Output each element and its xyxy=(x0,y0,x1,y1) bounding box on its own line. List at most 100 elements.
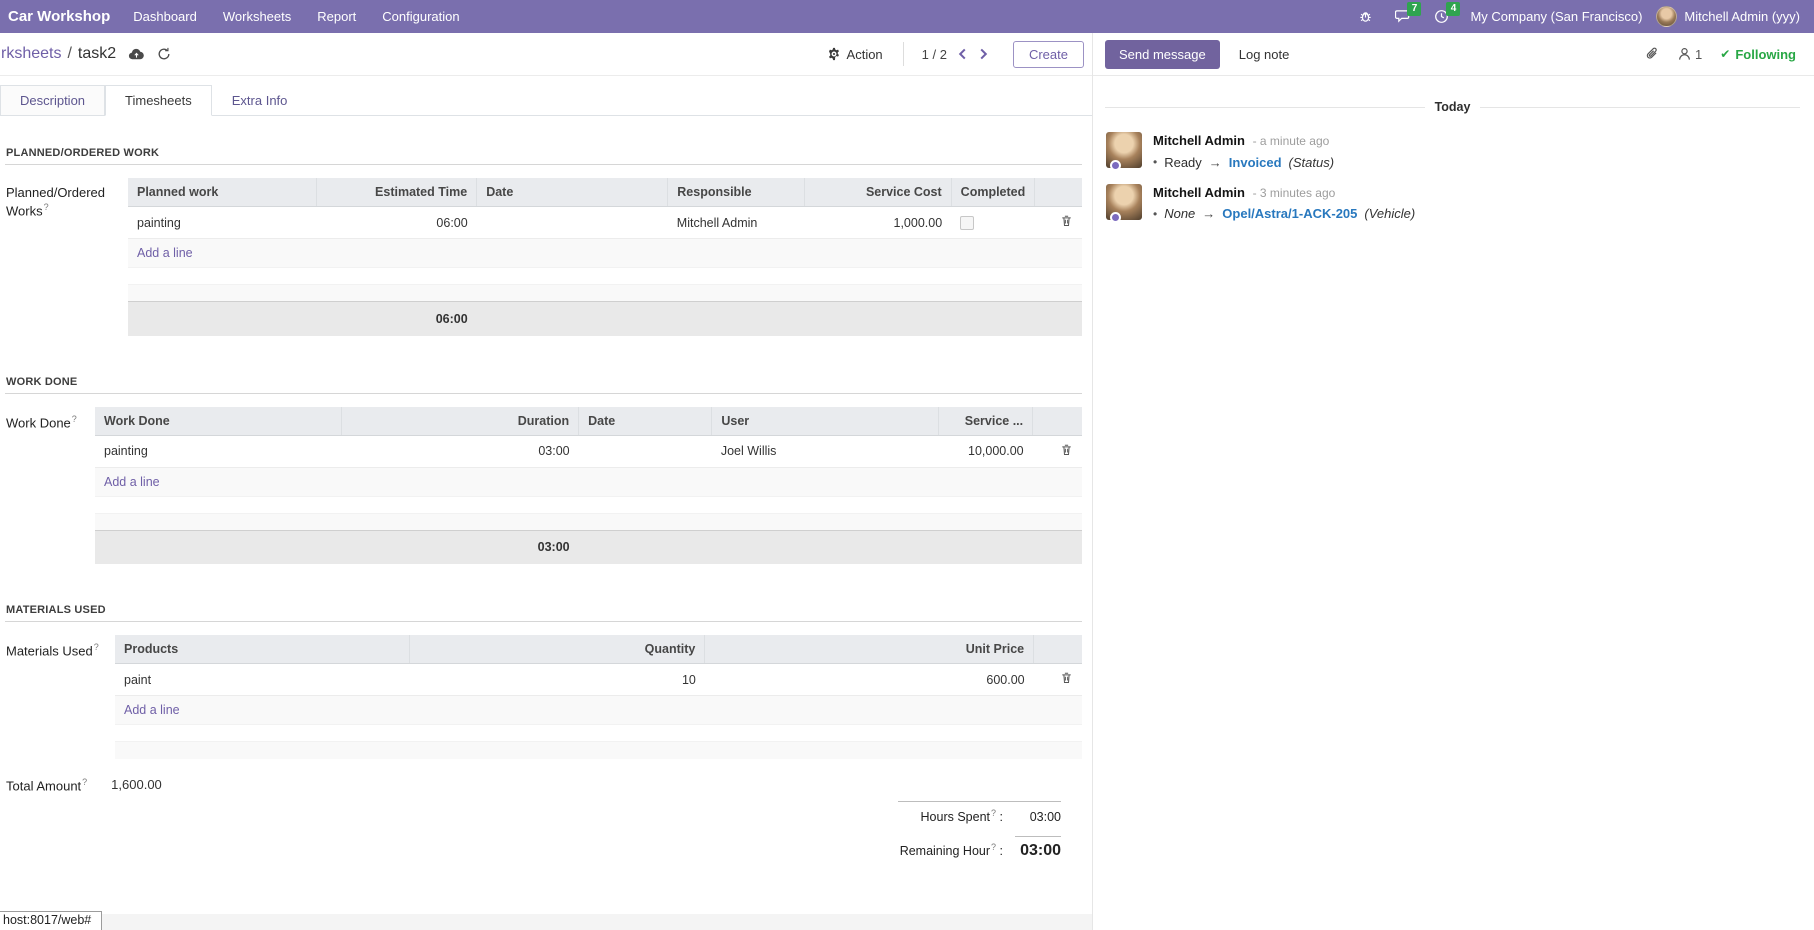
blank-row xyxy=(128,267,1082,285)
col-quantity[interactable]: Quantity xyxy=(409,635,705,664)
materials-used-table: Products Quantity Unit Price paint 10 60… xyxy=(115,635,1082,759)
message-author[interactable]: Mitchell Admin xyxy=(1153,184,1245,200)
message-author[interactable]: Mitchell Admin xyxy=(1153,133,1245,148)
old-value: Ready xyxy=(1164,154,1202,170)
chatter-panel: Send message Log note 1 xyxy=(1093,33,1814,930)
planned-total-estimated-time: 06:00 xyxy=(316,301,477,336)
total-amount-row: Total Amount? 1,600.00 xyxy=(5,777,1082,793)
tracking-change-vehicle: • None → Opel/Astra/1-ACK-205 (Vehicle) xyxy=(1153,206,1416,222)
create-button[interactable]: Create xyxy=(1012,40,1084,68)
delete-row-trash-icon[interactable] xyxy=(1060,671,1073,685)
help-icon[interactable]: ? xyxy=(82,776,88,787)
app-menu-button[interactable]: Car Workshop xyxy=(8,8,111,25)
delete-row-trash-icon[interactable] xyxy=(1060,443,1073,457)
nav-item-dashboard[interactable]: Dashboard xyxy=(133,9,197,24)
breadcrumb-worksheets-link[interactable]: rksheets xyxy=(1,45,62,62)
cell-service-cost[interactable]: 10,000.00 xyxy=(968,444,1024,458)
save-cloud-icon[interactable] xyxy=(128,47,145,61)
tab-timesheets[interactable]: Timesheets xyxy=(105,85,212,116)
breadcrumb-current: task2 xyxy=(77,45,117,62)
cell-estimated-time[interactable]: 06:00 xyxy=(436,215,468,230)
tracked-field-name: (Status) xyxy=(1288,154,1335,170)
old-value: None xyxy=(1164,206,1196,222)
cell-delete xyxy=(1034,664,1082,696)
col-date[interactable]: Date xyxy=(578,406,712,436)
refresh-icon[interactable] xyxy=(157,47,171,61)
nav-item-report[interactable]: Report xyxy=(317,9,357,24)
cell-date[interactable] xyxy=(477,207,668,239)
completed-checkbox[interactable] xyxy=(960,215,975,230)
tab-extra-info[interactable]: Extra Info xyxy=(231,93,288,108)
delete-row-trash-icon[interactable] xyxy=(1060,214,1073,228)
user-avatar[interactable] xyxy=(1656,6,1678,27)
help-icon[interactable]: ? xyxy=(991,841,997,852)
cell-unit-price[interactable]: 600.00 xyxy=(986,672,1025,687)
cell-quantity[interactable]: 10 xyxy=(681,672,696,687)
col-user[interactable]: User xyxy=(711,406,939,436)
message-avatar xyxy=(1106,183,1142,223)
planned-add-a-line[interactable]: Add a line xyxy=(128,238,1082,268)
materials-add-a-line[interactable]: Add a line xyxy=(115,695,1082,725)
user-menu[interactable]: Mitchell Admin (yyy) xyxy=(1684,9,1800,24)
col-work-done[interactable]: Work Done xyxy=(95,406,342,436)
col-completed[interactable]: Completed xyxy=(950,178,1035,207)
new-value-link[interactable]: Opel/Astra/1-ACK-205 xyxy=(1222,206,1358,222)
pager-next-icon[interactable] xyxy=(978,47,989,61)
col-products[interactable]: Products xyxy=(115,635,410,664)
cell-date[interactable] xyxy=(579,435,712,467)
cell-work-done[interactable]: painting xyxy=(104,444,148,458)
field-label-planned-works: Planned/Ordered Works? xyxy=(6,185,106,219)
nav-item-worksheets[interactable]: Worksheets xyxy=(222,9,292,24)
new-value-link[interactable]: Invoiced xyxy=(1228,154,1282,170)
activities-count-badge: 4 xyxy=(1446,2,1461,16)
followers-button[interactable]: 1 xyxy=(1678,47,1702,62)
help-icon[interactable]: ? xyxy=(991,807,997,818)
cell-planned-work[interactable]: painting xyxy=(137,215,181,230)
pager-previous-icon[interactable] xyxy=(957,47,968,61)
total-amount-label: Total Amount? xyxy=(6,776,88,793)
help-icon[interactable]: ? xyxy=(93,642,99,652)
nav-item-configuration[interactable]: Configuration xyxy=(382,9,460,24)
cell-user[interactable]: Joel Willis xyxy=(720,444,777,458)
messages-icon-button[interactable]: 7 xyxy=(1395,2,1422,24)
planned-work-header-row: Planned work Estimated Time Date Respons… xyxy=(128,178,1082,207)
col-unit-price[interactable]: Unit Price xyxy=(704,635,1034,664)
log-note-button[interactable]: Log note xyxy=(1238,46,1290,62)
top-navbar: Car Workshop Dashboard Worksheets Report… xyxy=(0,0,1814,33)
hours-spent-row: Hours Spent? : 03:00 xyxy=(898,800,1061,830)
send-message-button[interactable]: Send message xyxy=(1105,39,1220,69)
blank-row xyxy=(95,495,1082,513)
blank-row xyxy=(115,724,1082,742)
field-label-materials-used: Materials Used? xyxy=(6,642,99,659)
col-service-cost[interactable]: Service Cost xyxy=(804,178,952,207)
remaining-hour-label: Remaining Hour? : xyxy=(899,841,1003,858)
help-icon[interactable]: ? xyxy=(71,413,77,424)
following-button[interactable]: ✔ Following xyxy=(1720,46,1796,62)
remaining-hour-value: 03:00 xyxy=(1015,835,1061,860)
attachment-paperclip-icon[interactable] xyxy=(1645,47,1660,62)
activities-clock-icon-button[interactable]: 4 xyxy=(1434,2,1461,24)
work-add-a-line[interactable]: Add a line xyxy=(95,466,1082,496)
col-planned-work[interactable]: Planned work xyxy=(128,178,317,207)
company-switcher[interactable]: My Company (San Francisco) xyxy=(1470,9,1643,24)
tab-description[interactable]: Description xyxy=(0,85,106,116)
col-service-cost[interactable]: Service ... xyxy=(938,406,1033,436)
col-date[interactable]: Date xyxy=(476,178,668,207)
cell-product[interactable]: paint xyxy=(124,672,152,687)
cell-responsible[interactable]: Mitchell Admin xyxy=(676,215,758,230)
breadcrumb: rksheets / task2 xyxy=(0,45,171,63)
browser-status-bar: host:8017/web# xyxy=(0,911,103,930)
blank-row xyxy=(128,284,1082,302)
debug-bug-icon[interactable] xyxy=(1358,9,1373,24)
cell-service-cost[interactable]: 1,000.00 xyxy=(893,215,943,230)
cell-duration[interactable]: 03:00 xyxy=(538,444,570,458)
action-menu-button[interactable]: Action xyxy=(811,47,899,62)
help-icon[interactable]: ? xyxy=(43,201,49,212)
field-label-work-done: Work Done? xyxy=(6,413,77,430)
col-estimated-time[interactable]: Estimated Time xyxy=(315,178,477,207)
col-responsible[interactable]: Responsible xyxy=(667,178,805,207)
today-divider: Today xyxy=(1105,100,1801,114)
col-duration[interactable]: Duration xyxy=(341,406,579,436)
message-avatar xyxy=(1106,132,1142,171)
